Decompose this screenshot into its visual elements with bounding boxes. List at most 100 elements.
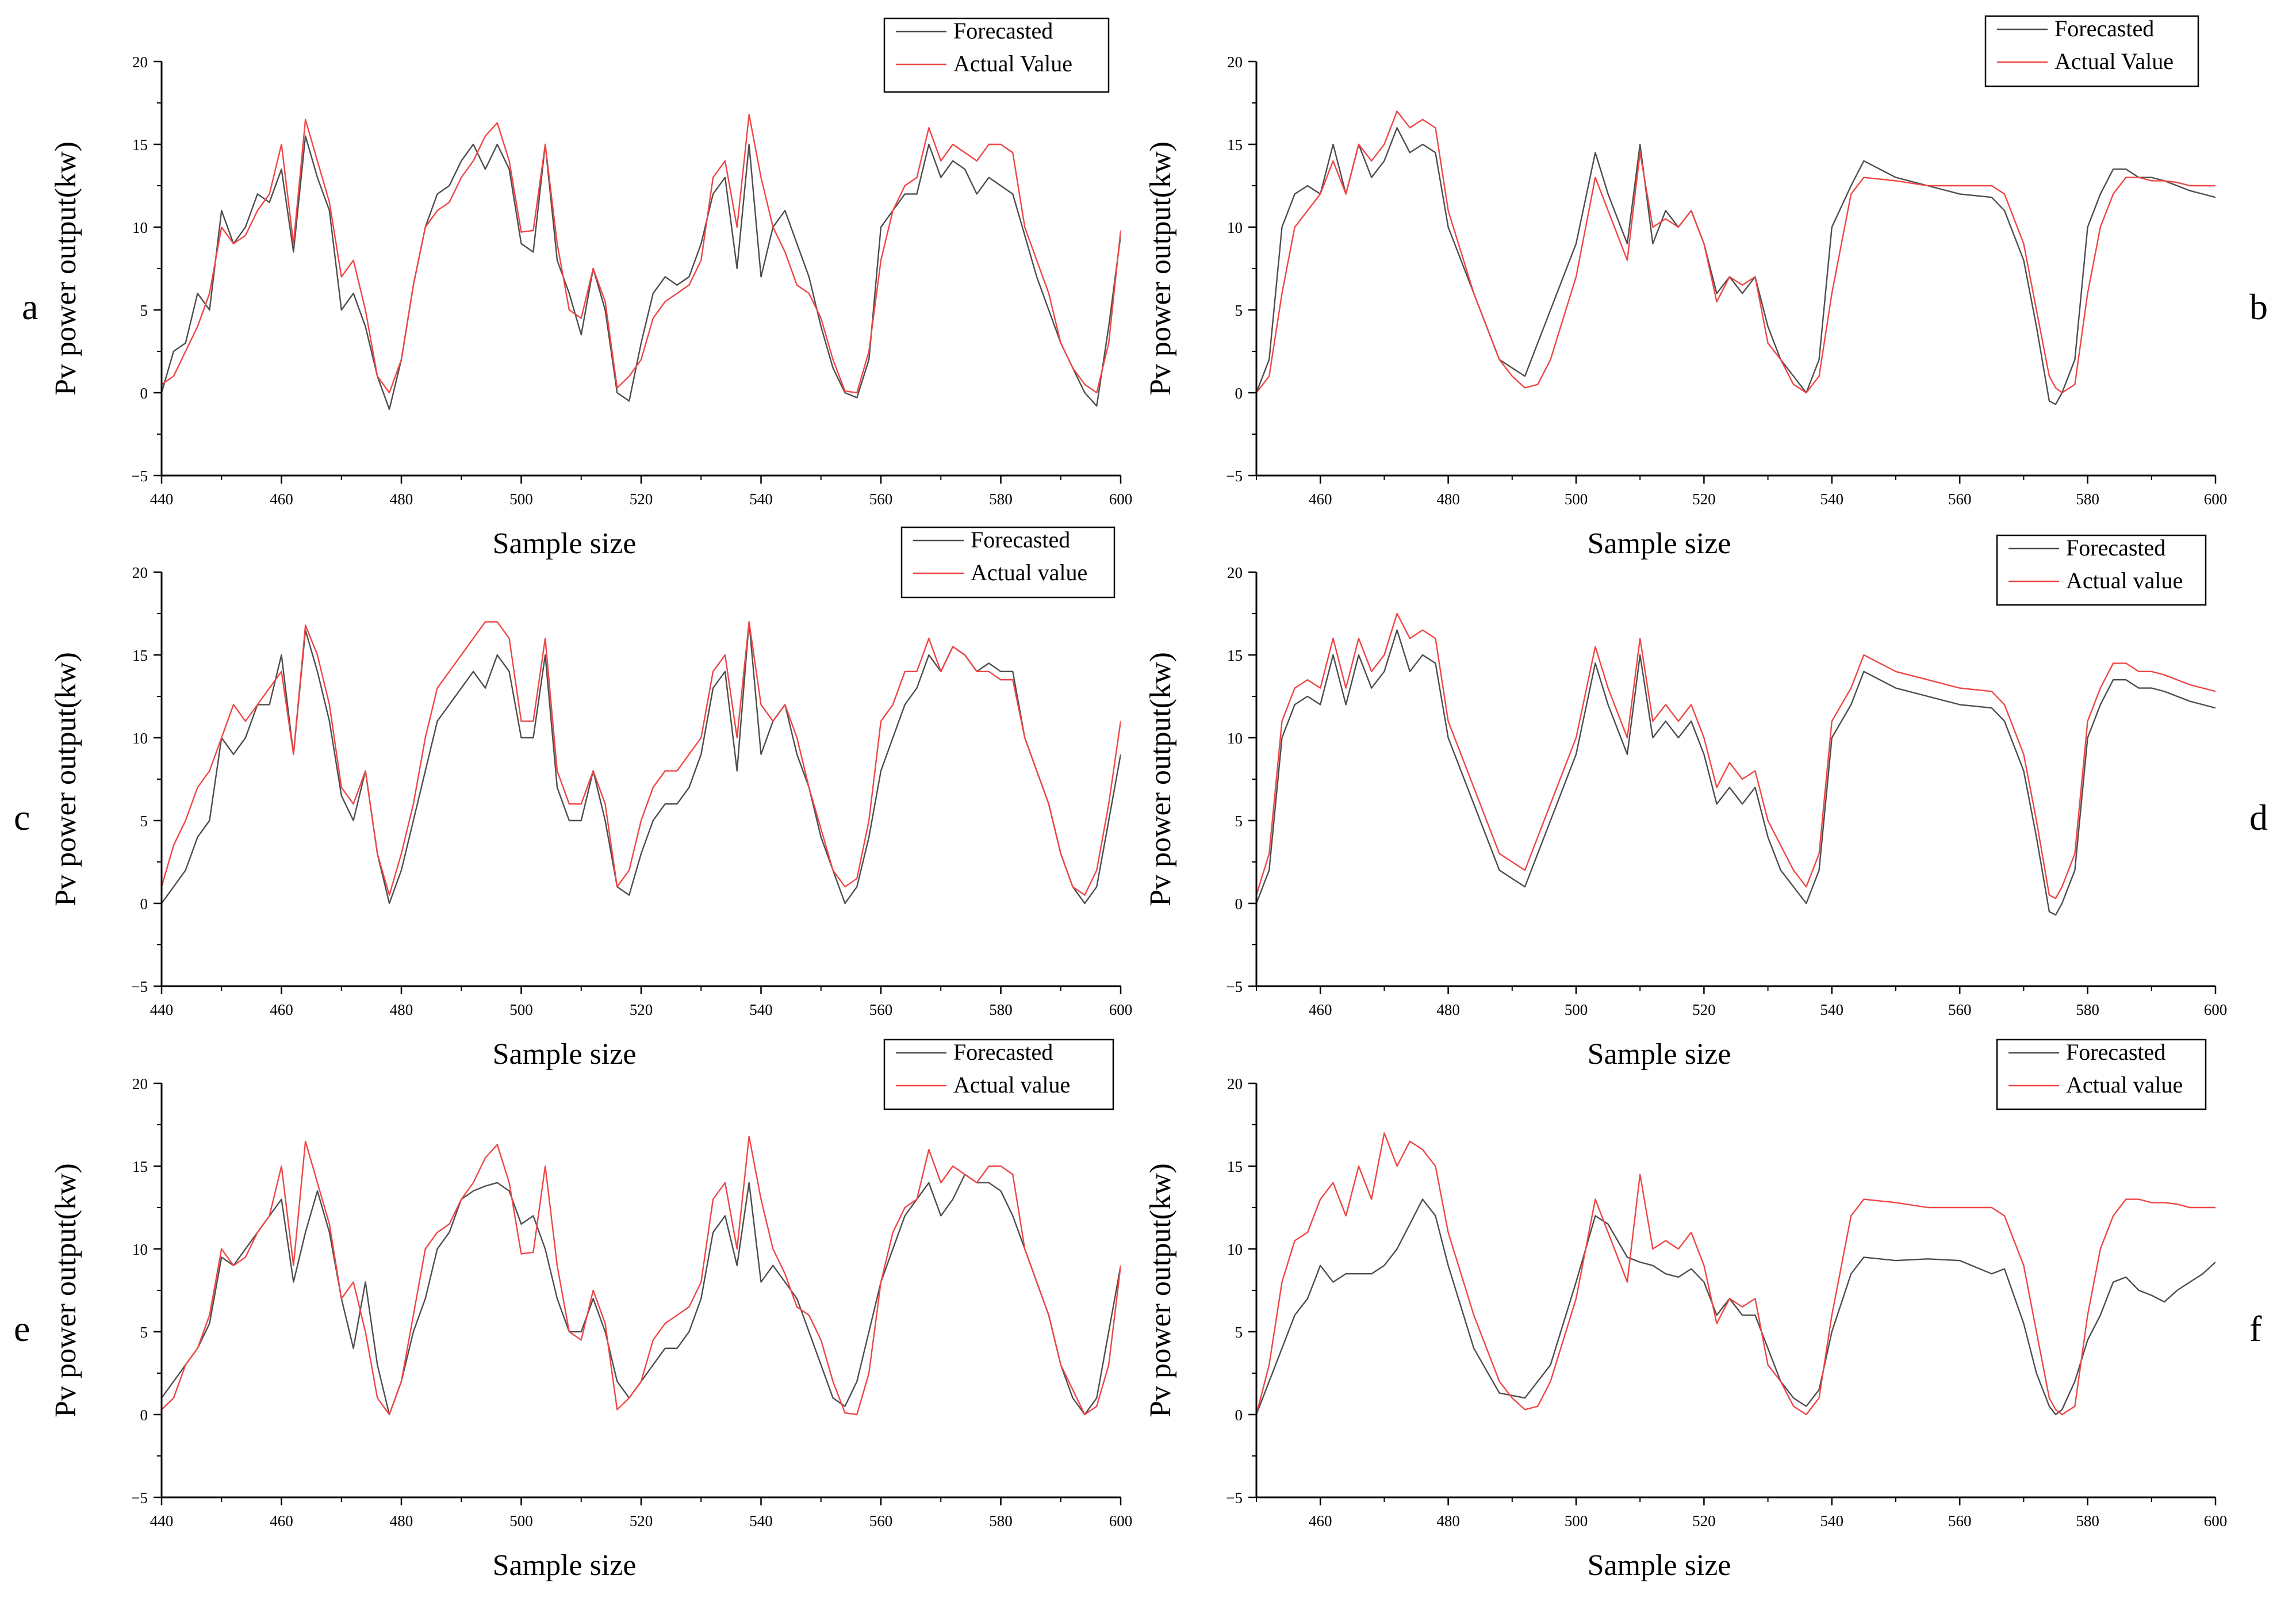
legend-label-actual-e: Actual value (953, 1072, 1070, 1098)
y-tick-label-e: 5 (140, 1324, 148, 1341)
legend-label-forecast-d: Forecasted (2066, 535, 2165, 561)
x-tick-label-e: 560 (869, 1512, 893, 1530)
x-tick-label-e: 540 (749, 1512, 773, 1530)
x-tick-label-e: 460 (270, 1512, 293, 1530)
y-axis-title-f: Pv power output(kw) (1144, 1163, 1177, 1417)
y-tick-label-b: −5 (1226, 467, 1243, 485)
legend-b: Forecasted Actual Value (1984, 15, 2199, 87)
x-tick-label-b: 580 (2076, 490, 2099, 508)
y-tick-label-d: 0 (1235, 895, 1243, 913)
y-axis-title-a: Pv power output(kw) (49, 141, 82, 396)
x-tick-label-f: 460 (1309, 1512, 1332, 1530)
series-line-actual-e (162, 1135, 1121, 1416)
panel-letter-b: b (2249, 286, 2268, 327)
y-tick-label-a: 5 (140, 302, 148, 319)
x-tick-label-b: 560 (1948, 490, 1972, 508)
y-tick-label-e: 20 (132, 1075, 148, 1093)
x-tick-label-c: 600 (1109, 1001, 1133, 1018)
x-tick-label-b: 500 (1565, 490, 1588, 508)
series-line-forecast-b (1256, 127, 2215, 405)
chart-panel-c: 440 460 480 500 520 540 560 580 600 −5 0 5 10 15 20 Sam… (14, 526, 1133, 1071)
x-tick-label-f: 480 (1436, 1512, 1460, 1530)
legend-label-forecast-f: Forecasted (2066, 1039, 2165, 1065)
panel-letter-e: e (14, 1308, 30, 1349)
legend-d: Forecasted Actual value (1996, 534, 2207, 606)
y-tick-label-e: 10 (132, 1241, 148, 1258)
series-line-forecast-e (162, 1174, 1121, 1416)
legend-label-forecast-e: Forecasted (953, 1039, 1053, 1065)
y-tick-label-f: −5 (1226, 1489, 1243, 1507)
series-line-forecast-c (162, 621, 1121, 905)
y-tick-label-f: 10 (1227, 1241, 1243, 1258)
x-tick-label-c: 540 (749, 1001, 773, 1018)
chart-panel-a: 440 460 480 500 520 540 560 580 600 −5 0 5 10 15 20 Sam… (22, 17, 1132, 560)
x-tick-label-b: 520 (1692, 490, 1716, 508)
x-tick-label-f: 560 (1948, 1512, 1972, 1530)
legend-label-actual-f: Actual value (2066, 1072, 2183, 1098)
x-tick-label-c: 520 (630, 1001, 653, 1018)
x-tick-label-d: 500 (1565, 1001, 1588, 1018)
y-tick-label-e: 15 (132, 1158, 148, 1175)
x-tick-label-a: 520 (630, 490, 653, 508)
x-tick-label-e: 520 (630, 1512, 653, 1530)
y-tick-label-d: 20 (1227, 564, 1243, 581)
x-tick-label-c: 460 (270, 1001, 293, 1018)
chart-panel-d: 460 480 500 520 540 560 580 600 −5 0 5 10 15 20 Sample… (1144, 534, 2268, 1071)
x-axis-title-a: Sample size (493, 527, 637, 560)
legend-label-forecast-a: Forecasted (953, 18, 1053, 44)
series-line-forecast-a (162, 135, 1121, 410)
x-tick-label-b: 480 (1436, 490, 1460, 508)
y-tick-label-c: 10 (132, 730, 148, 747)
y-tick-label-e: −5 (131, 1489, 148, 1507)
x-tick-label-f: 580 (2076, 1512, 2099, 1530)
y-tick-label-c: 5 (140, 813, 148, 830)
legend-box-e (883, 1038, 1114, 1110)
x-axis-title-e: Sample size (493, 1549, 637, 1582)
series-line-actual-c (162, 621, 1121, 896)
y-tick-label-b: 20 (1227, 53, 1243, 71)
legend-box-b (1984, 15, 2199, 87)
x-tick-label-b: 540 (1820, 490, 1844, 508)
y-tick-label-a: 20 (132, 53, 148, 71)
x-tick-label-d: 520 (1692, 1001, 1716, 1018)
x-tick-label-f: 600 (2204, 1512, 2228, 1530)
x-tick-label-f: 540 (1820, 1512, 1844, 1530)
x-tick-label-c: 500 (509, 1001, 533, 1018)
legend-box-a (883, 17, 1110, 93)
legend-label-actual-a: Actual Value (953, 51, 1072, 76)
x-tick-label-a: 540 (749, 490, 773, 508)
series-line-actual-a (162, 113, 1121, 394)
y-tick-label-a: 15 (132, 136, 148, 154)
x-tick-label-b: 460 (1309, 490, 1332, 508)
y-axis-title-b: Pv power output(kw) (1144, 141, 1177, 396)
y-tick-label-d: 5 (1235, 813, 1243, 830)
legend-label-actual-b: Actual Value (2054, 48, 2174, 74)
x-tick-label-d: 540 (1820, 1001, 1844, 1018)
x-axis-title-d: Sample size (1588, 1038, 1731, 1071)
x-tick-label-c: 560 (869, 1001, 893, 1018)
series-line-forecast-d (1256, 629, 2215, 916)
x-tick-label-f: 500 (1565, 1512, 1588, 1530)
x-tick-label-a: 580 (989, 490, 1013, 508)
x-tick-label-d: 600 (2204, 1001, 2228, 1018)
x-tick-label-a: 500 (509, 490, 533, 508)
y-tick-label-d: 15 (1227, 647, 1243, 664)
y-tick-label-a: −5 (131, 467, 148, 485)
y-axis-title-c: Pv power output(kw) (49, 652, 82, 906)
legend-box-d (1996, 534, 2207, 606)
y-tick-label-b: 15 (1227, 136, 1243, 154)
legend-label-actual-c: Actual value (971, 559, 1087, 585)
x-tick-label-e: 480 (390, 1512, 413, 1530)
y-axis-title-d: Pv power output(kw) (1144, 652, 1177, 906)
x-tick-label-c: 580 (989, 1001, 1013, 1018)
x-tick-label-e: 580 (989, 1512, 1013, 1530)
y-tick-label-b: 5 (1235, 302, 1243, 319)
legend-label-forecast-b: Forecasted (2054, 16, 2154, 41)
panel-letter-f: f (2249, 1308, 2262, 1349)
x-tick-label-a: 440 (150, 490, 174, 508)
y-tick-label-f: 0 (1235, 1406, 1243, 1424)
x-tick-label-d: 480 (1436, 1001, 1460, 1018)
y-tick-label-b: 0 (1235, 385, 1243, 402)
legend-label-actual-d: Actual value (2066, 568, 2183, 593)
